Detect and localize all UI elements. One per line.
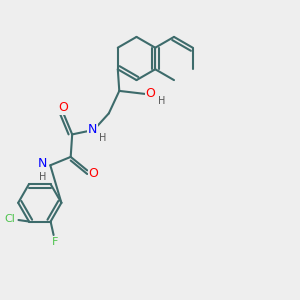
Text: O: O — [145, 87, 155, 101]
Text: F: F — [52, 237, 58, 247]
Text: N: N — [88, 123, 97, 136]
Text: H: H — [39, 172, 46, 182]
Text: H: H — [158, 96, 165, 106]
Text: H: H — [98, 133, 106, 143]
Text: O: O — [88, 167, 98, 180]
Text: N: N — [38, 157, 47, 170]
Text: O: O — [58, 101, 68, 114]
Text: Cl: Cl — [5, 214, 16, 224]
